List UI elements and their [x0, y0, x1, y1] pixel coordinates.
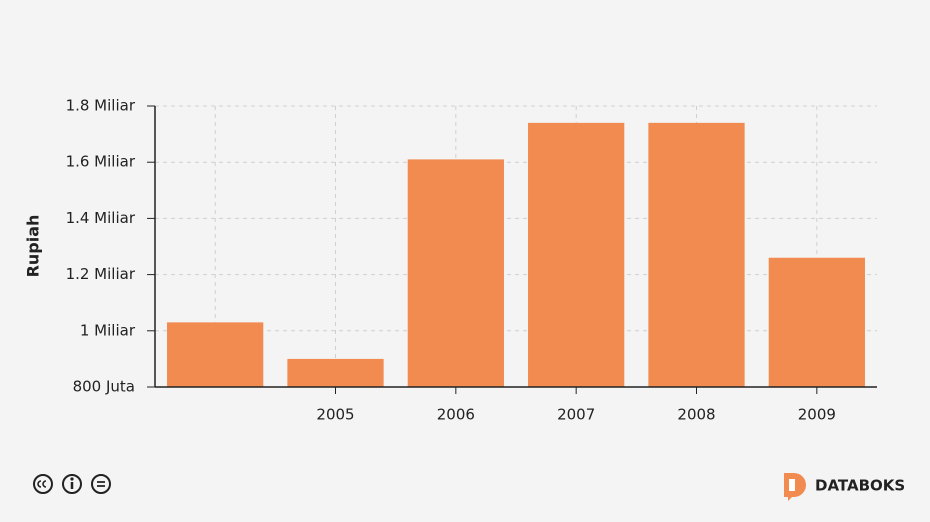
- logo: DATABOKS: [784, 473, 905, 501]
- bar: [407, 159, 504, 387]
- y-tick-label: 1 Miliar: [80, 321, 136, 339]
- x-tick-label: 2009: [798, 406, 836, 424]
- x-tick-label: 2005: [316, 406, 354, 424]
- bar: [167, 322, 264, 387]
- logo-text: DATABOKS: [815, 477, 905, 495]
- x-tick-label: 2007: [557, 406, 595, 424]
- bar: [528, 122, 625, 388]
- bar: [768, 257, 865, 387]
- cc-icons: [33, 474, 111, 494]
- x-tick-label: 2008: [677, 406, 715, 424]
- y-axis-title: Rupiah: [24, 215, 43, 278]
- bar: [287, 358, 384, 387]
- x-tick-label: 2006: [437, 406, 475, 424]
- y-tick-label: 800 Juta: [73, 378, 135, 396]
- y-tick-label: 1.2 Miliar: [66, 265, 136, 283]
- y-tick-label: 1.6 Miliar: [66, 153, 136, 171]
- y-tick-label: 1.4 Miliar: [66, 209, 136, 227]
- bar: [648, 122, 745, 388]
- y-tick-label: 1.8 Miliar: [66, 97, 136, 115]
